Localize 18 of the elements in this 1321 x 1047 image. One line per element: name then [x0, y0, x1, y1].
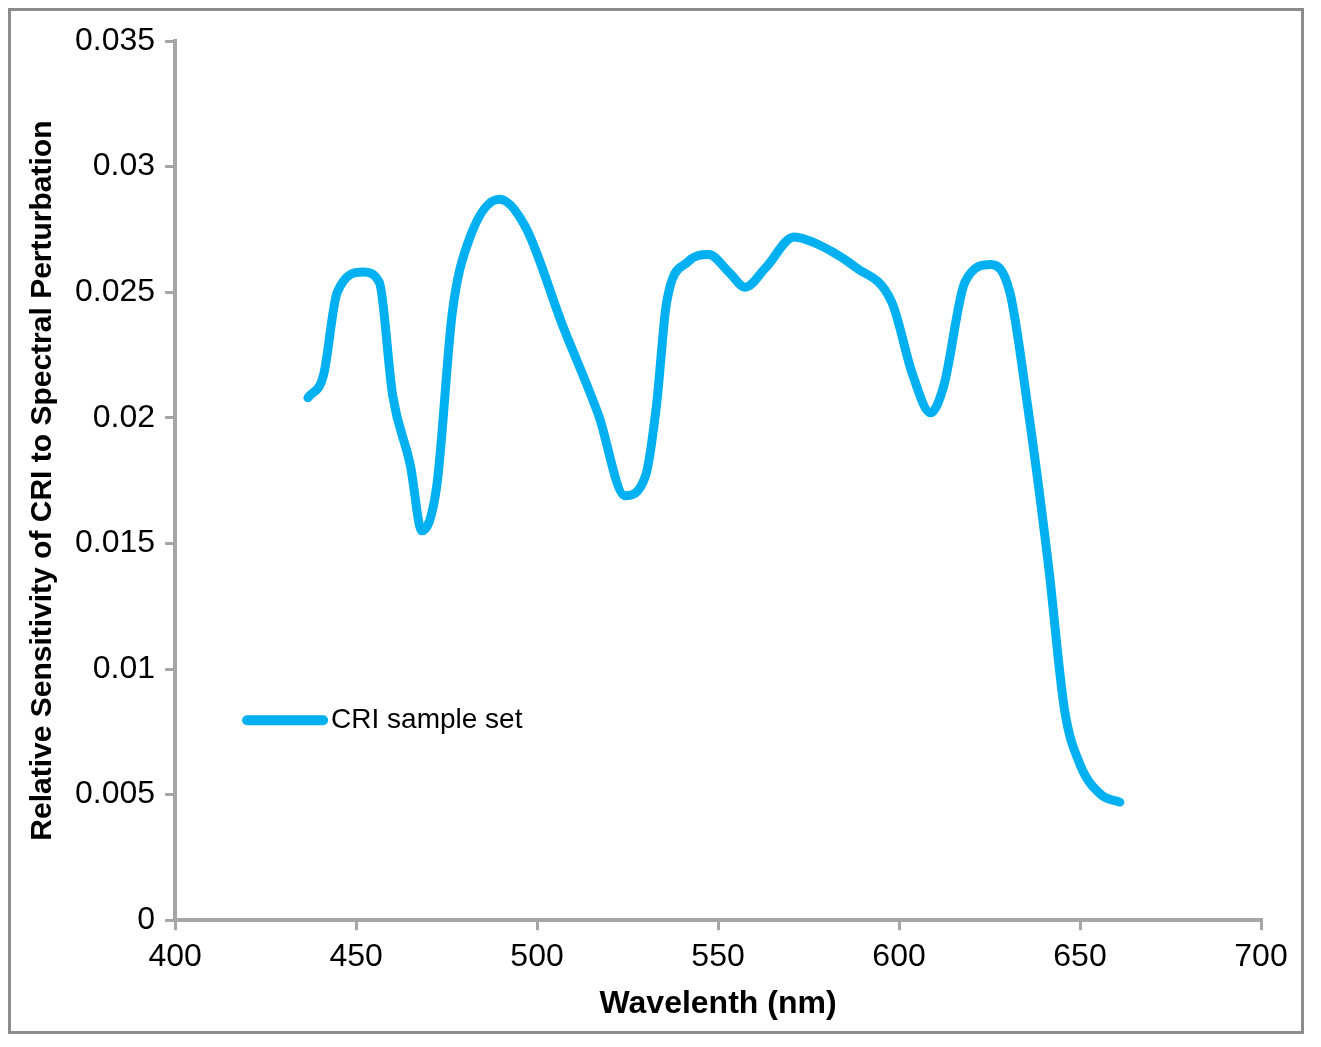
y-tick-label: 0 — [137, 900, 156, 937]
x-tick-label: 600 — [872, 937, 926, 974]
y-tick-label: 0.02 — [92, 397, 156, 434]
y-tick-label: 0.025 — [75, 272, 156, 309]
x-tick-label: 700 — [1234, 937, 1288, 974]
y-axis-title: Relative Sensitivity of CRI to Spectral Perturbation — [24, 120, 58, 841]
y-tick-label: 0.035 — [75, 20, 156, 57]
y-tick-label: 0.015 — [75, 523, 156, 560]
x-tick-label: 400 — [148, 937, 202, 974]
legend-label: CRI sample set — [331, 702, 523, 734]
x-tick-label: 500 — [510, 937, 564, 974]
y-tick-label: 0.005 — [75, 774, 156, 811]
y-tick-label: 0.03 — [92, 146, 156, 183]
x-axis-title: Wavelenth (nm) — [599, 983, 837, 1020]
x-tick-label: 550 — [691, 937, 745, 974]
x-tick-label: 450 — [329, 937, 383, 974]
y-tick-label: 0.01 — [92, 648, 156, 685]
x-tick-label: 650 — [1053, 937, 1107, 974]
